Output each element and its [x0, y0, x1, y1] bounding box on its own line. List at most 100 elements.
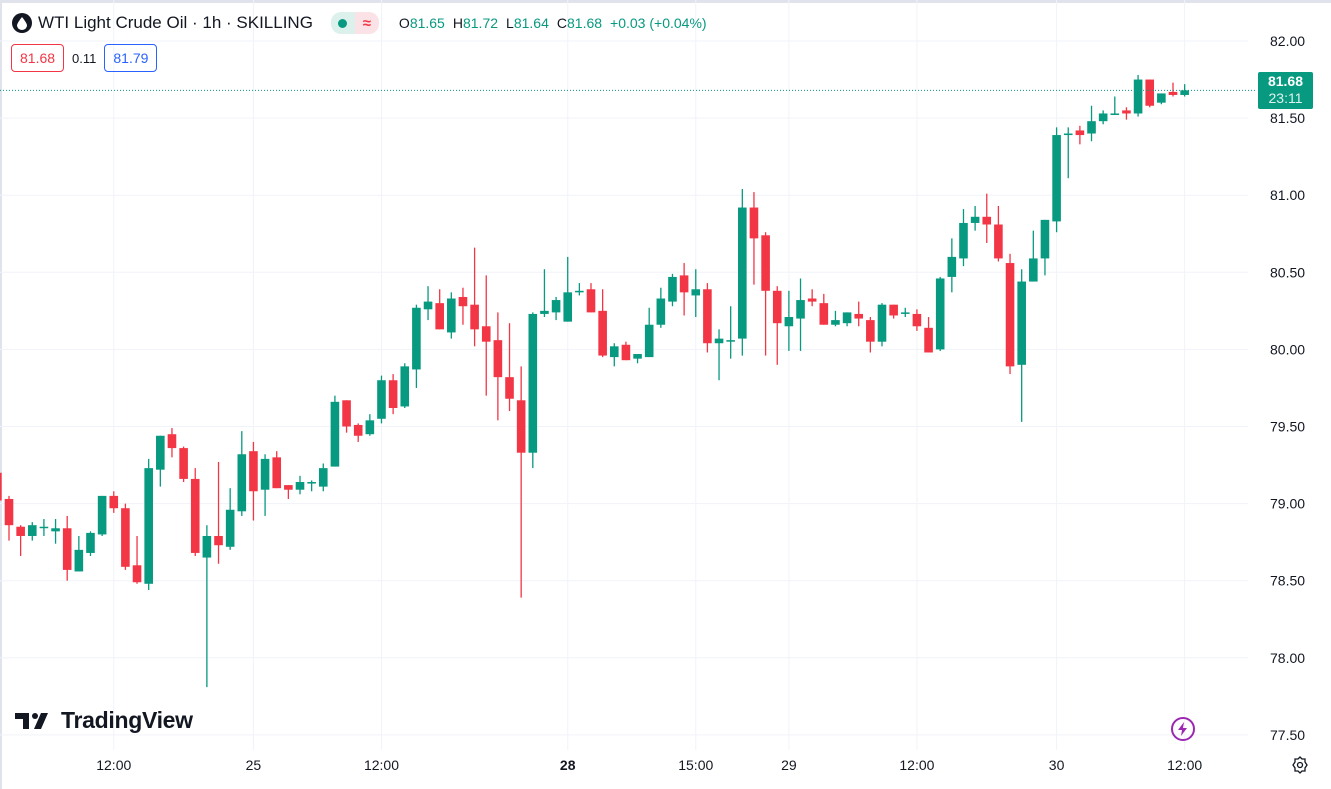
lightning-icon[interactable] — [1171, 717, 1195, 741]
open-value: 81.65 — [409, 15, 445, 31]
candle-up — [1040, 219, 1050, 276]
candle-up — [551, 296, 561, 321]
buy-button[interactable]: 81.79 — [104, 44, 158, 72]
candle-body — [516, 400, 526, 453]
candle-body — [1145, 79, 1155, 106]
candle-down — [854, 301, 864, 327]
candle-down — [190, 468, 200, 557]
price-tick-label: 80.00 — [1270, 341, 1305, 357]
symbol-title[interactable]: WTI Light Crude Oil · 1h · SKILLING — [38, 13, 313, 32]
delayed-data-icon: ≈ — [354, 12, 379, 34]
candle-body — [1087, 121, 1096, 134]
candle-up — [831, 310, 840, 327]
candle-up — [656, 287, 666, 328]
candle-body — [481, 326, 491, 342]
candle-down — [505, 323, 514, 412]
bar-countdown: 23:11 — [1268, 90, 1303, 106]
candle-up — [365, 414, 375, 436]
candle-down — [435, 289, 444, 330]
candle-body — [621, 344, 631, 361]
candle-body — [295, 482, 305, 490]
price-tick-label: 79.50 — [1270, 419, 1305, 435]
candle-down — [121, 503, 130, 570]
market-status-pill[interactable]: ≈ — [330, 12, 379, 34]
candle-up — [51, 519, 60, 544]
candle-up — [39, 519, 49, 536]
candle-up — [738, 189, 747, 356]
candle-body — [528, 313, 538, 453]
candle-body — [237, 454, 247, 512]
candle-up — [86, 531, 95, 557]
candle-body — [761, 235, 770, 291]
candle-down — [1168, 82, 1178, 97]
spread-value: 0.11 — [72, 50, 97, 66]
sell-button[interactable]: 81.68 — [11, 44, 65, 72]
candle-up — [447, 292, 456, 339]
candle-body — [644, 324, 654, 358]
candle-down — [598, 289, 607, 358]
candle-up — [528, 312, 538, 469]
candle-body — [796, 300, 805, 319]
candle-down — [179, 446, 188, 483]
candle-up — [726, 306, 735, 359]
candle-up — [225, 488, 235, 550]
candle-down — [866, 317, 875, 353]
settings-gear-icon[interactable] — [1290, 755, 1310, 775]
candle-body — [214, 535, 223, 546]
candle-body — [889, 304, 898, 316]
candle-body — [912, 313, 922, 327]
candle-body — [97, 495, 107, 535]
candle-up — [644, 307, 654, 358]
candle-body — [470, 304, 479, 330]
candle-body — [1110, 113, 1120, 116]
candle-down — [1075, 125, 1085, 145]
tradingview-wordmark: TradingView — [61, 707, 193, 733]
candle-up — [156, 435, 165, 487]
time-tick-label: 12:00 — [364, 757, 399, 773]
candle-body — [179, 448, 188, 479]
candle-body — [225, 509, 235, 547]
ohlc-values: O81.65 H81.72 L81.64 C81.68 +0.03 (+0.04… — [399, 15, 707, 31]
candle-down — [912, 309, 922, 331]
candle-body — [1122, 110, 1131, 114]
candle-body — [540, 310, 549, 314]
candle-body — [86, 532, 95, 553]
candle-body — [668, 276, 677, 302]
last-price-value: 81.68 — [1267, 73, 1304, 89]
candle-down — [493, 312, 503, 421]
candle-down — [470, 247, 479, 347]
candle-body — [784, 317, 794, 327]
low-value: 81.64 — [513, 15, 549, 31]
oil-drop-icon — [12, 13, 32, 33]
candle-up — [202, 525, 212, 688]
candle-body — [132, 565, 142, 583]
candle-body — [1133, 79, 1143, 114]
candle-up — [97, 495, 107, 536]
candle-body — [994, 224, 1003, 259]
candle-down — [109, 491, 119, 513]
candle-body — [190, 478, 200, 553]
tradingview-logo[interactable]: TradingView — [15, 707, 193, 734]
candle-body — [691, 289, 701, 296]
time-axis: 12:00 25 12:00 28 15:00 29 12:00 30 12:00 — [96, 757, 1202, 773]
candle-body — [609, 346, 619, 358]
candle-up — [1133, 74, 1143, 117]
candle-down — [249, 441, 258, 521]
candle-up — [691, 269, 701, 318]
candle-up — [784, 290, 794, 351]
price-axis: 82.00 81.50 81.00 80.50 80.00 79.50 79.00 78.50… — [1270, 33, 1305, 743]
time-tick-label: 12:00 — [96, 757, 131, 773]
candle-body — [144, 468, 153, 584]
candle-body — [563, 292, 573, 322]
candle-body — [156, 435, 165, 470]
time-tick-label: 12:00 — [899, 757, 934, 773]
candle-down — [132, 535, 142, 584]
candle-up — [877, 303, 887, 347]
candle-down — [586, 283, 596, 313]
candle-body — [1063, 133, 1073, 136]
candle-body — [970, 216, 980, 223]
left-border — [0, 0, 2, 789]
candle-body — [493, 340, 503, 378]
candle-body — [284, 485, 293, 490]
